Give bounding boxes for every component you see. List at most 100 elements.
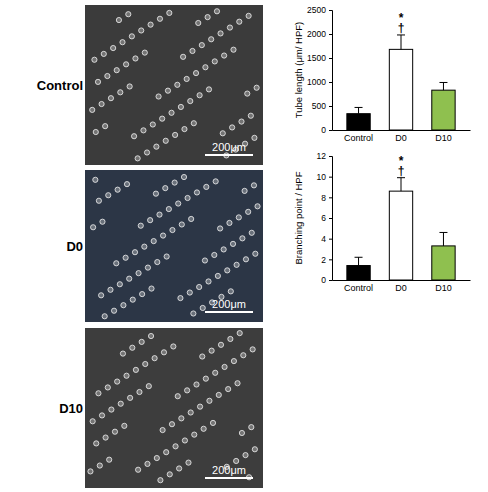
x-tick: D10 (435, 280, 452, 293)
bar-chart: *†024681012ControlD0D10Branching point /… (293, 151, 471, 293)
cell (130, 345, 135, 350)
cell (169, 110, 174, 115)
y-axis-line (329, 157, 333, 281)
cells (91, 174, 261, 318)
cell (105, 73, 110, 78)
cell (160, 116, 165, 121)
cell (185, 195, 190, 200)
cell (178, 295, 183, 300)
y-axis-line (329, 11, 333, 131)
cell (108, 287, 113, 292)
cells (90, 9, 260, 161)
cell (185, 388, 190, 393)
scale-bar (205, 477, 253, 479)
cell (250, 347, 255, 352)
cell (112, 429, 117, 434)
cell (157, 16, 162, 21)
scale-bar (205, 154, 253, 156)
panel-label: D0 (66, 239, 83, 254)
image-panel: 200μm (85, 5, 263, 165)
cell (216, 392, 221, 397)
cell (188, 410, 193, 415)
cell (173, 444, 178, 449)
cell (145, 265, 150, 270)
cell (179, 416, 184, 421)
cells (88, 331, 258, 483)
cell (140, 292, 145, 297)
scale-bar-label: 200μm (212, 464, 246, 476)
y-tick-mark (329, 58, 332, 59)
cell (115, 187, 120, 192)
error-stem (443, 82, 444, 90)
cell (111, 308, 116, 313)
cell (243, 453, 248, 458)
error-cap (439, 82, 447, 83)
cell (188, 98, 193, 103)
panel-label: Control (37, 78, 83, 93)
micrograph (85, 170, 263, 322)
cell (202, 258, 207, 263)
cell (161, 350, 166, 355)
cell (92, 57, 97, 62)
micrograph (85, 328, 263, 488)
x-tick-label: D10 (435, 133, 452, 143)
cell (220, 131, 225, 136)
cell (252, 135, 257, 140)
cell (172, 180, 177, 185)
cell (148, 218, 153, 223)
cell (138, 223, 143, 228)
cell (194, 190, 199, 195)
cell (116, 17, 121, 22)
cell (252, 447, 257, 452)
cell (107, 457, 112, 462)
y-tick-mark (329, 177, 332, 178)
cell (154, 455, 159, 460)
y-tick: 2500 (307, 5, 332, 15)
x-tick-label: D10 (435, 283, 452, 293)
y-tick: 1000 (307, 77, 332, 87)
cell (209, 37, 214, 42)
cell (187, 290, 192, 295)
y-tick-label: 10 (317, 172, 327, 182)
error-cap (439, 232, 447, 233)
cell (210, 420, 215, 425)
cell (109, 407, 114, 412)
y-tick-mark (329, 10, 332, 11)
cell (111, 45, 116, 50)
cell (143, 361, 148, 366)
x-tick-label: Control (344, 133, 373, 143)
cell (241, 353, 246, 358)
error-stem (401, 35, 402, 49)
cell (108, 96, 113, 101)
error-bar (355, 257, 363, 265)
error-bar (397, 178, 405, 191)
y-tick: 10 (317, 172, 332, 182)
scale-bar-label: 200μm (212, 141, 246, 153)
cell (93, 129, 98, 134)
error-cap (355, 107, 363, 108)
cell (90, 419, 95, 424)
cell (227, 25, 232, 30)
cell (118, 90, 123, 95)
cell (230, 241, 235, 246)
y-axis: 05001000150020002500 (307, 5, 332, 135)
cell (209, 348, 214, 353)
bar (432, 90, 455, 130)
cell (133, 367, 138, 372)
cell (156, 94, 161, 99)
cell (201, 426, 206, 431)
cell (135, 467, 140, 472)
cell (217, 226, 222, 231)
cell (212, 59, 217, 64)
cell (120, 351, 125, 356)
y-tick: 6 (321, 213, 332, 223)
cell (246, 13, 251, 18)
error-stem (443, 232, 444, 245)
y-tick-mark (329, 197, 332, 198)
bar (347, 266, 370, 280)
y-tick-mark (329, 130, 332, 131)
cell (117, 282, 122, 287)
cell (197, 93, 202, 98)
x-tick: D0 (395, 280, 407, 293)
cell (165, 88, 170, 93)
